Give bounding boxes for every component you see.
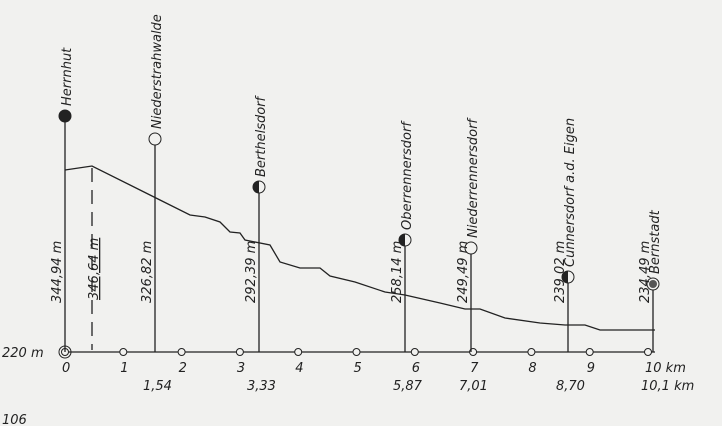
axis-tick bbox=[352, 348, 361, 356]
axis-tick bbox=[177, 348, 186, 356]
axis-tick bbox=[235, 348, 244, 356]
axis-tick-label: 3 bbox=[237, 361, 245, 376]
station-name: Cunnersdorf a.d. Eigen bbox=[563, 118, 578, 267]
station-km: 10,1 km bbox=[641, 379, 694, 394]
station-marker-half bbox=[562, 271, 568, 283]
axis-tick-label: 0 bbox=[62, 361, 70, 376]
axis-tick-label: 6 bbox=[412, 361, 420, 376]
station-name: Berthelsdorf bbox=[254, 94, 269, 177]
station-marker bbox=[58, 109, 72, 123]
station-elevation: 344,94 m bbox=[50, 241, 65, 303]
station-marker-half bbox=[399, 234, 405, 246]
station-name: Bernstadt bbox=[648, 209, 663, 274]
axis-tick bbox=[585, 348, 594, 356]
station-name: Niederrennersdorf bbox=[466, 117, 481, 238]
station-marker-half bbox=[253, 181, 259, 193]
axis-tick bbox=[119, 348, 128, 356]
station-name: Oberrennersdorf bbox=[400, 120, 415, 230]
station-elevation: 326,82 m bbox=[140, 241, 155, 303]
axis-tick-label: 10 km bbox=[645, 361, 686, 376]
axis-tick-label: 2 bbox=[179, 361, 187, 376]
elevation-profile bbox=[64, 165, 655, 331]
axis-tick bbox=[294, 348, 303, 356]
station-elevation: 239,02 m bbox=[553, 241, 568, 303]
axis-tick-label: 8 bbox=[528, 361, 536, 376]
station-km: 1,54 bbox=[143, 379, 172, 394]
station-km: 5,87 bbox=[393, 379, 423, 394]
station-name: Herrnhut bbox=[60, 47, 75, 106]
station-elevation: 258,14 m bbox=[390, 241, 405, 303]
origin-label: 220 m bbox=[2, 346, 44, 361]
station-marker bbox=[148, 132, 162, 146]
station-elevation: 249,49 m bbox=[456, 241, 471, 303]
axis-tick-label: 4 bbox=[295, 361, 303, 376]
station-name: Niederstrahwalde bbox=[150, 14, 165, 129]
station-marker bbox=[464, 241, 478, 255]
axis-tick-label: 5 bbox=[354, 361, 362, 376]
axis-tick bbox=[410, 348, 419, 356]
station-marker-inner bbox=[649, 280, 657, 288]
page-number: 106 bbox=[2, 413, 27, 426]
station-km: 8,70 bbox=[556, 379, 585, 394]
axis-tick-label: 9 bbox=[587, 361, 595, 376]
station-km: 7,01 bbox=[459, 379, 488, 394]
axis-tick-label: 7 bbox=[470, 361, 479, 376]
summit-elevation: 346,64 m bbox=[87, 238, 102, 300]
axis-tick bbox=[527, 348, 536, 356]
station-elevation: 234,49 m bbox=[638, 241, 653, 303]
axis-tick bbox=[644, 348, 652, 356]
station-elevation: 292,39 m bbox=[244, 241, 259, 303]
axis-tick-label: 1 bbox=[120, 361, 128, 376]
station-km: 3,33 bbox=[247, 379, 276, 394]
